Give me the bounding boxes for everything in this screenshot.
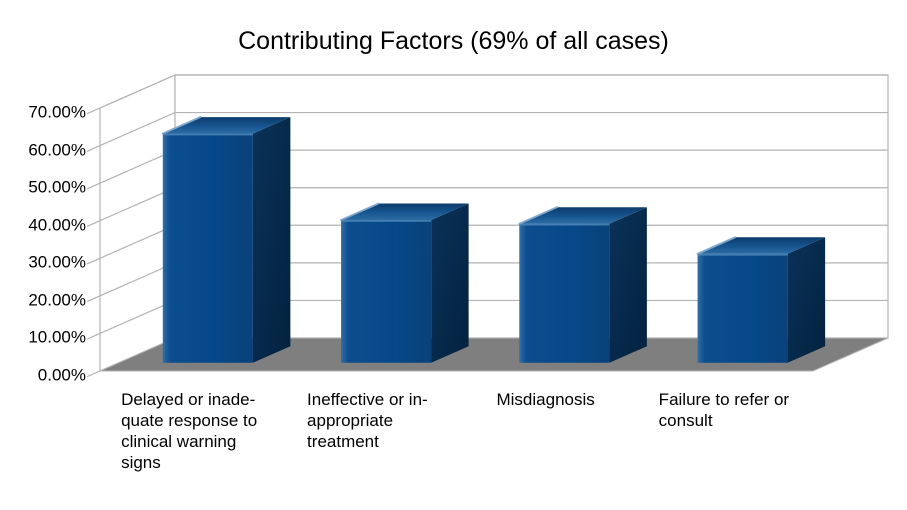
bar-bevel-highlight (161, 116, 202, 135)
y-axis-tick-label: 70.00% (28, 102, 86, 122)
chart-title: Contributing Factors (69% of all cases) (238, 27, 669, 55)
bar-top-face (697, 237, 826, 254)
x-axis-category-label: Misdiagnosis (496, 390, 595, 409)
bar-top-face (341, 203, 469, 220)
bar (162, 133, 253, 363)
y-axis-tick (86, 182, 101, 190)
x-axis-category-label: Failure to refer or consult (658, 390, 790, 430)
y-axis-tick-label: 50.00% (28, 177, 86, 197)
bar-side-face (787, 237, 826, 363)
y-axis-tick-label: 60.00% (28, 140, 86, 160)
y-axis-tick (86, 145, 101, 152)
bar (341, 219, 432, 363)
grid-line (99, 74, 888, 109)
y-axis-tick (86, 220, 101, 227)
bar-bevel-highlight (340, 202, 380, 221)
bar-side-face (609, 207, 647, 363)
y-axis-tick-label: 40.00% (28, 215, 86, 235)
chart-floor (99, 337, 889, 372)
bar-side-face (252, 117, 291, 363)
bar-bevel-highlight (696, 236, 737, 255)
y-axis-tick (86, 295, 101, 303)
y-axis-tick (86, 257, 101, 265)
bar-side-face (431, 203, 469, 363)
bar-top-face (519, 207, 647, 224)
bar-bevel-highlight (518, 206, 558, 225)
y-axis-tick (86, 332, 101, 340)
y-axis-tick (86, 370, 101, 378)
grid-line (99, 111, 888, 147)
y-axis-tick-label: 30.00% (28, 252, 86, 272)
y-axis-tick-label: 0.00% (37, 365, 86, 385)
y-axis-tick-label: 10.00% (28, 327, 86, 347)
bar-top-face (162, 117, 291, 134)
bar (519, 223, 610, 363)
y-axis-tick (86, 107, 101, 115)
x-axis-category-label: Delayed or inade- quate response to clin… (121, 390, 258, 472)
x-axis-category-label: Ineffective or in- appropriate treatment (307, 390, 428, 451)
y-axis-tick-label: 20.00% (28, 290, 86, 310)
bar (697, 253, 788, 363)
